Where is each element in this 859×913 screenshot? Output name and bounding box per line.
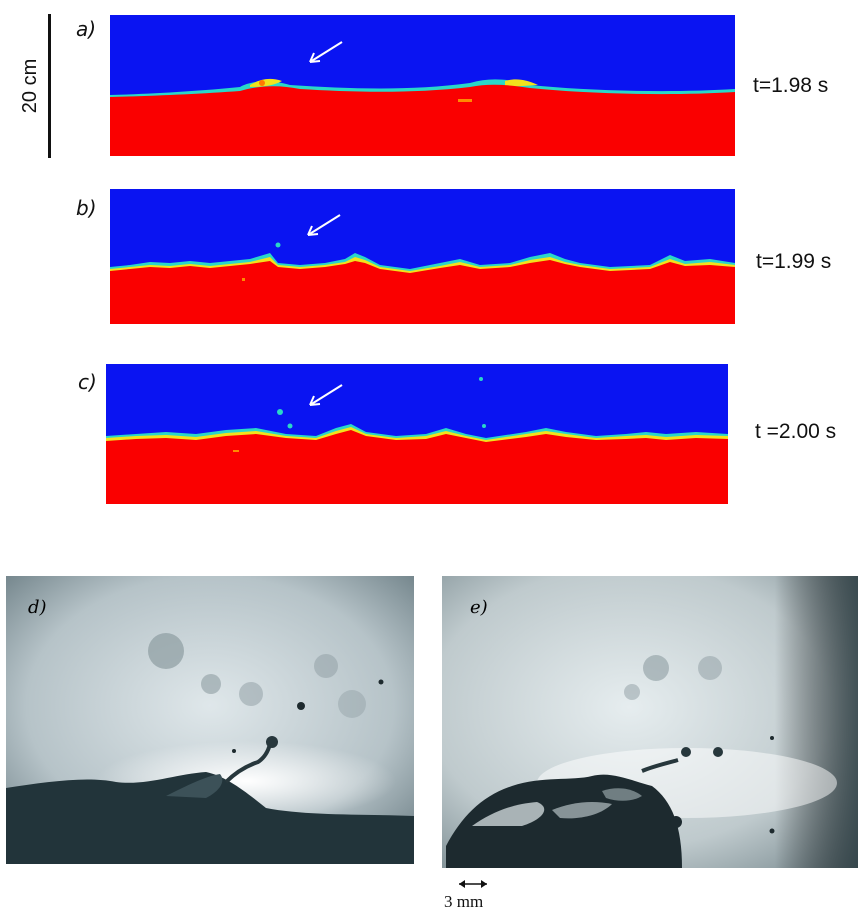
panel-letter-c: c) [78, 370, 97, 394]
panel-time-c: t =2.00 s [755, 420, 837, 443]
mm-scale-label: 3 mm [444, 892, 484, 911]
panel-time-a: t=1.98 s [753, 74, 829, 97]
photo-letter-e: e) [470, 597, 488, 618]
arrow-indicator-b [307, 214, 341, 236]
photo-d: d) [6, 576, 414, 864]
arrow-indicator-a [309, 41, 343, 63]
panel-time-b: t=1.99 s [756, 250, 832, 273]
vof-panel-c [106, 364, 728, 504]
photo-letter-d: d) [28, 597, 47, 618]
vof-panel-a [110, 15, 735, 156]
vertical-scale-bar [48, 14, 51, 158]
photo-e: e) [442, 576, 858, 868]
panel-letter-a: a) [76, 17, 97, 41]
mm-scale-arrow [459, 880, 487, 888]
arrow-indicator-c [309, 384, 343, 406]
vof-panel-b [110, 189, 735, 324]
panel-letter-b: b) [76, 196, 97, 220]
scale-bar-label: 20 cm [19, 58, 41, 114]
